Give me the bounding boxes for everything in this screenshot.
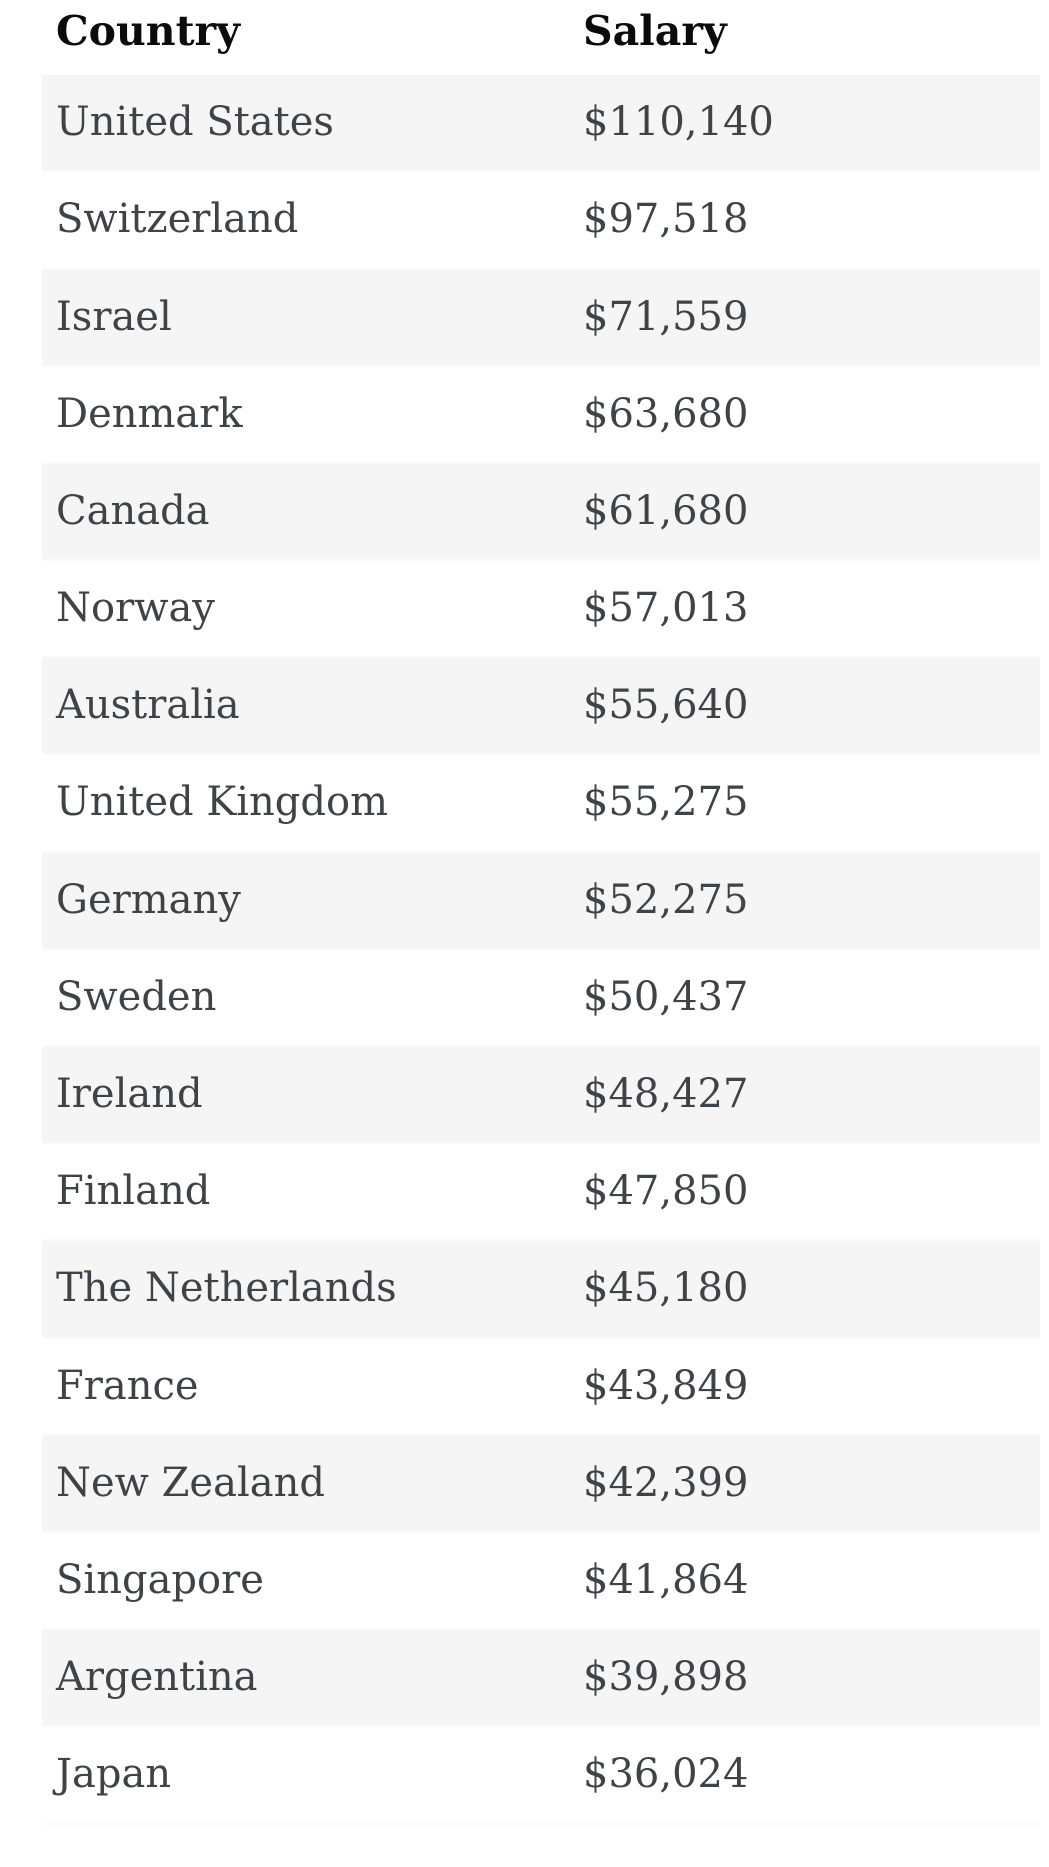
table-row: Germany $52,275	[42, 851, 1040, 949]
table-row: New Zealand $42,399	[42, 1434, 1040, 1532]
table-row: Finland $47,850	[42, 1143, 1040, 1241]
country-cell: France	[56, 1362, 199, 1409]
salary-cell: $43,849	[583, 1362, 749, 1409]
table-row: Australia $55,640	[42, 657, 1040, 755]
country-cell: Singapore	[56, 1556, 264, 1603]
salary-cell: $36,024	[583, 1751, 749, 1798]
table-row: Argentina $39,898	[42, 1629, 1040, 1727]
header-row: Country Salary	[42, 6, 1040, 75]
table-row: Singapore $41,864	[42, 1532, 1040, 1630]
salary-cell: $97,518	[583, 196, 749, 243]
column-header-salary: Salary	[583, 7, 727, 55]
salary-cell: $55,275	[583, 779, 749, 826]
country-cell: Ireland	[56, 1071, 203, 1118]
country-salary-table: Country Salary United States $110,140 Sw…	[42, 6, 1040, 1825]
country-cell: The Netherlands	[56, 1265, 397, 1312]
country-cell: Argentina	[56, 1654, 258, 1701]
country-cell: Israel	[56, 293, 172, 340]
country-cell: Japan	[56, 1751, 172, 1798]
country-cell: Sweden	[56, 973, 217, 1020]
table-row: United Kingdom $55,275	[42, 754, 1040, 852]
salary-cell: $55,640	[583, 682, 749, 729]
country-cell: United Kingdom	[56, 779, 388, 826]
country-cell: Switzerland	[56, 196, 299, 243]
salary-cell: $41,864	[583, 1556, 749, 1603]
table-row: United States $110,140	[42, 75, 1040, 172]
country-cell: Canada	[56, 487, 210, 534]
table-body: United States $110,140 Switzerland $97,5…	[42, 75, 1040, 1824]
salary-cell: $61,680	[583, 487, 749, 534]
table-row: France $43,849	[42, 1338, 1040, 1435]
salary-cell: $57,013	[583, 585, 749, 632]
table-row: Ireland $48,427	[42, 1046, 1040, 1144]
country-cell: Norway	[56, 585, 215, 632]
salary-cell: $39,898	[583, 1654, 749, 1701]
country-cell: New Zealand	[56, 1459, 325, 1506]
table-row: Canada $61,680	[42, 462, 1040, 561]
column-header-country: Country	[56, 7, 240, 55]
salary-cell: $63,680	[583, 390, 749, 437]
salary-cell: $110,140	[583, 99, 774, 146]
salary-cell: $52,275	[583, 876, 749, 923]
table-row: Switzerland $97,518	[42, 171, 1040, 269]
table-row: Denmark $63,680	[42, 366, 1040, 463]
salary-cell: $48,427	[583, 1071, 749, 1118]
country-cell: Germany	[56, 876, 241, 923]
table-row: Sweden $50,437	[42, 949, 1040, 1047]
table-row: Norway $57,013	[42, 560, 1040, 658]
salary-cell: $71,559	[583, 293, 749, 340]
salary-cell: $47,850	[583, 1168, 749, 1215]
country-cell: Denmark	[56, 390, 243, 437]
table-row: Japan $36,024	[42, 1726, 1040, 1824]
country-cell: United States	[56, 99, 334, 146]
table-row: The Netherlands $45,180	[42, 1240, 1040, 1338]
table-row: Israel $71,559	[42, 268, 1040, 366]
salary-cell: $50,437	[583, 973, 749, 1020]
salary-cell: $42,399	[583, 1459, 749, 1506]
salary-cell: $45,180	[583, 1265, 749, 1312]
country-cell: Australia	[56, 682, 240, 729]
country-cell: Finland	[56, 1168, 211, 1215]
